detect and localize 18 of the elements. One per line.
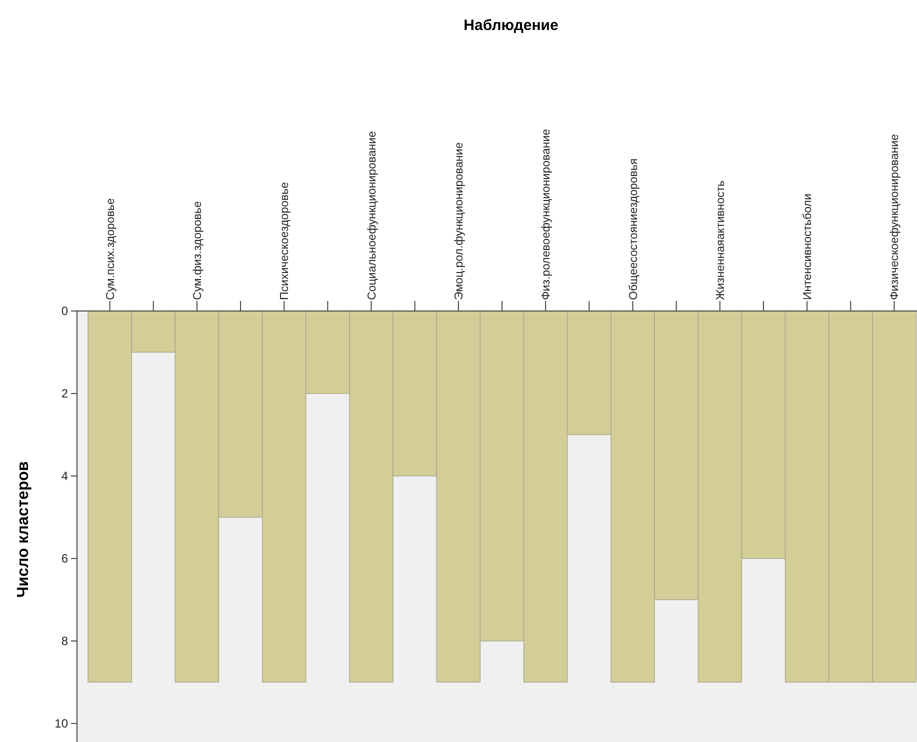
y-tick-label: 6 (61, 551, 68, 566)
x-tick-label: Психическоездоровье (279, 182, 292, 300)
y-axis-title: Число кластеров (15, 461, 32, 598)
x-tick-label: Интенсивностьболи (802, 194, 814, 300)
x-tick-label: Сум.псих.здоровье (104, 198, 117, 300)
x-tick-label: Общеесостояниездоровья (628, 158, 640, 300)
x-tick-label: Эмоц.рол.функционирование (453, 142, 466, 300)
x-tick-label: Жизненнаяактивность (714, 180, 727, 300)
x-tick-label: Сум.физ.здоровье (192, 201, 204, 300)
x-tick-label: Физ.ролевоефункционирование (540, 128, 553, 300)
y-tick-label: 4 (61, 468, 68, 483)
y-tick-label: 8 (61, 634, 68, 648)
y-tick-label: 10 (54, 716, 68, 730)
y-tick-label: 2 (61, 386, 68, 400)
x-tick-label: Социальноефункционирование (366, 131, 378, 300)
y-tick-label: 0 (61, 304, 68, 318)
x-tick-label: Физическоефункционирование (889, 134, 902, 300)
chart-title: Наблюдение (464, 17, 558, 34)
